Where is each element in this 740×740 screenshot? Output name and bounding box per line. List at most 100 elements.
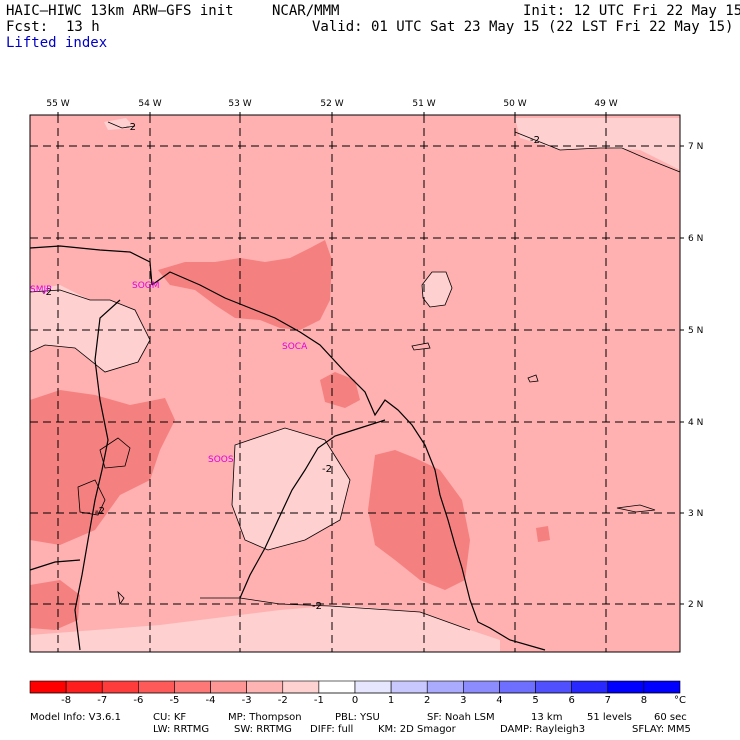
- colorbar-box: [426, 680, 464, 694]
- colorbar-box: [354, 680, 392, 694]
- colorbar-box: [210, 680, 247, 694]
- colorbar-unit: °C: [674, 695, 686, 706]
- border-suriname-guyana: [74, 299, 121, 651]
- contour-small-3: [616, 504, 656, 513]
- lat-label-2n: 2 N: [688, 600, 703, 610]
- colorbar-box: [246, 680, 284, 694]
- colorbar-tick-label: 1: [387, 695, 395, 706]
- footer-lw: LW: RRTMG: [153, 724, 210, 735]
- footer-model-info: Model Info: V3.6.1: [30, 712, 121, 723]
- footer-timestep: 60 sec: [654, 712, 687, 723]
- field-name: Lifted index: [6, 35, 108, 51]
- model-title: HAIC–HIWC 13km ARW–GFS init: [6, 3, 234, 19]
- contour-label-ne: -2: [530, 135, 540, 146]
- colorbar-box: [571, 680, 609, 694]
- border-suriname-fg: [239, 419, 386, 599]
- lon-label-50w: 50 W: [503, 99, 526, 109]
- valid-time: Valid: 01 UTC Sat 23 May 15 (22 LST Fri …: [312, 19, 734, 35]
- footer-sflay: SFLAY: MM5: [632, 724, 691, 735]
- contour-small-2: [527, 374, 539, 383]
- lat-label-5n: 5 N: [688, 326, 703, 336]
- region-light-island-n: [422, 272, 452, 307]
- colorbar-tick-label: -8: [61, 695, 72, 706]
- contour-blob-w: [77, 479, 106, 516]
- lon-label-53w: 53 W: [228, 99, 251, 109]
- colorbar-tick-label: 5: [532, 695, 539, 706]
- colorbar-box: [101, 680, 139, 694]
- forecast-hours: 13 h: [66, 19, 100, 35]
- contour-label-south: -2: [312, 601, 322, 612]
- footer-sw: SW: RRTMG: [234, 724, 292, 735]
- footer-diff: DIFF: full: [310, 724, 354, 735]
- lat-label-3n: 3 N: [688, 509, 703, 519]
- station-soca: SOCA: [282, 342, 308, 352]
- lon-label-49w: 49 W: [594, 99, 617, 109]
- region-dark-spot: [536, 526, 550, 542]
- contour-nw-top: [107, 121, 136, 129]
- footer-sf: SF: Noah LSM: [427, 712, 495, 723]
- contour-south: [200, 597, 471, 631]
- colorbar-box: [535, 680, 572, 694]
- colorbar-tick-label: -1: [313, 695, 324, 706]
- colorbar: [29, 680, 681, 694]
- colorbar-box: [318, 680, 356, 694]
- footer-cu: CU: KF: [153, 712, 187, 723]
- region-dark-coast: [320, 372, 360, 408]
- footer-levels: 51 levels: [587, 712, 632, 723]
- lat-label-4n: 4 N: [688, 418, 703, 428]
- footer-damp: DAMP: Rayleigh3: [500, 724, 586, 735]
- colorbar-tick-label: -6: [133, 695, 144, 706]
- border-sw: [29, 559, 81, 571]
- colorbar-tick-label: 4: [496, 695, 503, 706]
- colorbar-tick-label: 6: [568, 695, 575, 706]
- init-time: Init: 12 UTC Fri 22 May 15: [523, 3, 740, 19]
- lat-label-7n: 7 N: [688, 142, 703, 152]
- contour-label-nw: -2: [126, 122, 136, 133]
- contour-small-1: [411, 342, 431, 351]
- footer-km: KM: 2D Smagor: [378, 724, 456, 735]
- region-light-ne: [515, 118, 680, 170]
- contour-label-mid: -2: [322, 464, 332, 475]
- contour-island-n: [421, 271, 453, 308]
- colorbar-box: [463, 680, 500, 694]
- colorbar-box: [65, 680, 103, 694]
- colorbar-tick-label: 3: [460, 695, 467, 706]
- colorbar-box: [138, 680, 175, 694]
- contour-sw-spot: [117, 590, 125, 606]
- colorbar-tick-label: 8: [640, 695, 648, 706]
- contour-white-spot: [99, 437, 131, 469]
- region-light-mid: [232, 428, 350, 550]
- coastline: [151, 271, 546, 651]
- contour-label-w: -2: [42, 287, 52, 298]
- map-frame: [29, 114, 681, 653]
- forecast-label: Fcst:: [6, 19, 49, 35]
- footer-pbl: PBL: YSU: [335, 712, 380, 723]
- colorbar-box: [390, 680, 428, 694]
- colorbar-box: [607, 680, 645, 694]
- lon-label-52w: 52 W: [320, 99, 343, 109]
- colorbar-tick-label: -7: [97, 695, 108, 706]
- region-light-south: [30, 605, 500, 652]
- colorbar-tick-label: -3: [241, 695, 252, 706]
- colorbar-tick-label: 2: [424, 695, 431, 706]
- footer-resolution: 13 km: [531, 712, 563, 723]
- lon-label-54w: 54 W: [138, 99, 161, 109]
- region-dark-se: [368, 450, 470, 590]
- colorbar-box: [499, 680, 536, 694]
- colorbar-box: [29, 680, 67, 694]
- region-dark-north: [158, 240, 332, 330]
- contour-label-blob: -2: [95, 506, 105, 517]
- region-light-w: [30, 285, 150, 372]
- colorbar-tick-label: -4: [205, 695, 216, 706]
- colorbar-tick-label: -5: [169, 695, 180, 706]
- station-smjp: SMJP: [30, 285, 52, 295]
- station-soos: SOOS: [208, 455, 234, 465]
- colorbar-box: [282, 680, 320, 694]
- colorbar-tick-label: -2: [277, 695, 288, 706]
- lon-label-51w: 51 W: [412, 99, 435, 109]
- colorbar-tick-label: 7: [604, 695, 611, 706]
- organization: NCAR/MMM: [272, 3, 340, 19]
- colorbar-box: [174, 680, 211, 694]
- colorbar-box: [643, 680, 681, 694]
